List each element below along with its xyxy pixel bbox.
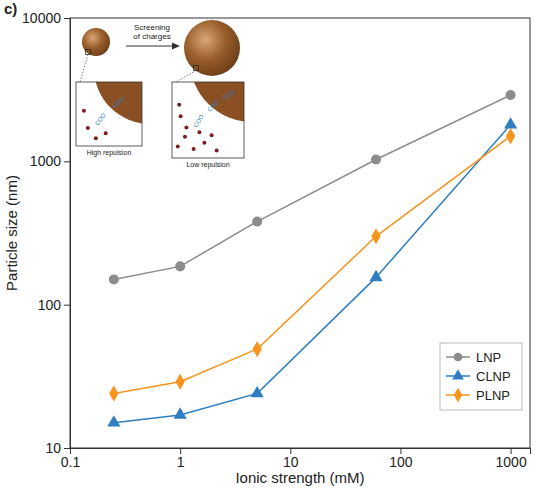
series-point	[174, 407, 187, 418]
series-point	[109, 274, 119, 284]
inset-sphere-large	[184, 20, 240, 76]
inset-title: Screeningof charges	[133, 23, 170, 41]
inset-ion	[184, 126, 188, 130]
inset-arrowhead	[172, 43, 180, 50]
x-tick-label: 10	[283, 454, 299, 470]
y-tick-label: 1000	[30, 153, 61, 169]
y-tick-mark	[64, 448, 70, 449]
legend-marker	[452, 369, 464, 379]
inset-ion	[210, 133, 214, 137]
inset-ion	[94, 136, 98, 140]
x-tick: 1	[177, 448, 185, 470]
inset-coo: COO	[193, 113, 205, 128]
inset-box-label: High repulsion	[87, 149, 132, 157]
y-tick: 10000	[22, 10, 70, 26]
inset-ion	[82, 109, 86, 113]
series-point	[252, 217, 262, 227]
series-point	[504, 117, 517, 128]
inset-box	[76, 82, 142, 146]
legend-label: LNP	[476, 350, 501, 365]
inset-coo: COO	[111, 96, 126, 109]
x-tick-label: 100	[389, 454, 413, 470]
inset-coo: COO	[94, 112, 107, 127]
y-tick-label: 10000	[22, 10, 61, 26]
y-tick-mark	[64, 305, 70, 306]
chart: 0.1 1 10 100 1000 10 100 1000 10000 Ionic strengt…	[0, 0, 558, 491]
inset-ion	[177, 103, 181, 107]
legend-label: CLNP	[476, 369, 511, 384]
inset-leader	[80, 55, 88, 83]
inset-ion	[202, 141, 206, 145]
series-point	[109, 385, 118, 401]
legend-box	[440, 343, 522, 410]
series-point	[175, 374, 184, 390]
legend-marker	[454, 353, 463, 362]
inset-coo: COO	[222, 89, 237, 101]
series-point	[107, 415, 120, 426]
inset: Screeningof chargesCOOCOOHigh repulsionC…	[76, 0, 314, 169]
y-axis: 10 100 1000 10000	[22, 10, 70, 456]
inset-box-label: Low repulsion	[186, 161, 229, 169]
x-tick-label: 0.1	[61, 454, 81, 470]
inset-spot	[86, 50, 91, 55]
inset-coo: COO	[206, 99, 220, 113]
plot-data	[107, 90, 517, 427]
inset-ion	[176, 145, 180, 149]
inset-ion	[86, 126, 90, 130]
inset-ion	[197, 130, 201, 134]
panel-label: c)	[4, 0, 17, 17]
y-tick: 10	[45, 440, 70, 456]
y-axis-title: Particle size (nm)	[3, 175, 20, 291]
inset-ion	[183, 135, 187, 139]
inset-sphere-small	[82, 28, 110, 56]
legend-label: PLNP	[476, 388, 510, 403]
x-tick: 1000	[496, 448, 527, 470]
y-tick: 100	[38, 297, 70, 313]
x-tick: 100	[389, 448, 413, 470]
inset-ion	[104, 131, 108, 135]
series-point	[506, 128, 515, 144]
inset-ion	[215, 148, 219, 152]
x-axis: 0.1 1 10 100 1000	[61, 448, 531, 470]
series-point	[371, 228, 380, 244]
series-point	[371, 154, 381, 164]
x-tick-label: 1	[177, 454, 185, 470]
inset-box-frame	[76, 82, 142, 146]
inset-ion	[179, 114, 183, 118]
inset-arrow	[126, 46, 174, 47]
inset-box-frame	[172, 82, 244, 158]
inset-leader	[176, 71, 196, 83]
series-point	[252, 341, 261, 357]
x-axis-title: Ionic strength (mM)	[235, 469, 364, 486]
legend: LNP CLNP PLNP	[440, 343, 522, 410]
series-point	[175, 261, 185, 271]
y-tick-label: 10	[45, 440, 61, 456]
series-point	[506, 90, 516, 100]
y-axis-line	[64, 19, 71, 449]
inset-spot	[194, 66, 199, 71]
y-tick-label: 100	[38, 297, 62, 313]
inset-ion	[192, 147, 196, 151]
series-point	[251, 386, 264, 397]
x-axis-line	[71, 449, 531, 455]
x-tick: 0.1	[61, 448, 81, 470]
legend-marker	[454, 388, 462, 402]
series-point	[369, 270, 382, 281]
inset-box	[172, 82, 244, 158]
x-tick-label: 1000	[496, 454, 527, 470]
x-tick: 10	[283, 448, 299, 470]
y-tick: 1000	[30, 153, 70, 169]
y-tick-mark	[64, 18, 70, 19]
y-tick-mark	[64, 161, 70, 162]
